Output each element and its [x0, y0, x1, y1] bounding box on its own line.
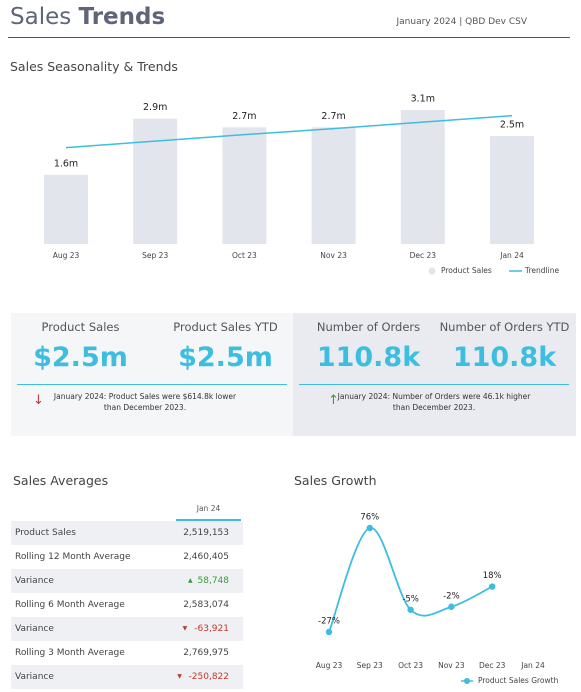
bar-label: 3.1m: [411, 94, 435, 105]
kpi-panel: [293, 313, 576, 436]
kpi-panel: [11, 313, 293, 436]
row-value: 2,769,975: [183, 648, 229, 658]
kpi-note: January 2024: Number of Orders were 46.1…: [337, 392, 531, 412]
bar: [490, 135, 534, 244]
kpi-rule: [17, 384, 287, 385]
bar-label: 1.6m: [54, 158, 78, 169]
column-rule: [176, 519, 241, 521]
bar-label: 2.7m: [321, 111, 345, 122]
title-light: Sales: [10, 4, 72, 30]
x-tick-label: Jan 24: [499, 251, 524, 260]
trendline: [65, 114, 513, 149]
section-title: Sales Seasonality & Trends: [10, 59, 178, 74]
x-tick-label: Sep 23: [142, 251, 168, 260]
table-row: Rolling 6 Month Average 2,583,074: [11, 593, 243, 617]
bar-label: 2.9m: [143, 102, 167, 113]
kpi-note: January 2024: Product Sales were $614.8k…: [53, 392, 237, 412]
bar: [311, 127, 356, 244]
kpi-label: Product Sales: [41, 320, 120, 334]
x-tick-label: Aug 23: [53, 251, 80, 260]
row-value: 2,583,074: [183, 600, 229, 610]
row-label: Variance: [15, 624, 54, 634]
row-label: Rolling 12 Month Average: [15, 552, 131, 562]
point-label: -5%: [402, 594, 419, 604]
point-label: -27%: [318, 617, 340, 627]
legend-swatch: [428, 267, 436, 275]
point-label: -2%: [443, 591, 460, 601]
down-arrow: ↓: [33, 393, 44, 408]
variance-value: 58,748: [197, 576, 230, 586]
row-label: Rolling 3 Month Average: [15, 648, 125, 658]
row-label: Variance: [15, 672, 54, 682]
row-label: Variance: [15, 576, 54, 586]
x-tick-label: Dec 23: [479, 661, 506, 670]
row-value: 2,519,153: [183, 528, 229, 538]
header-rule: [8, 37, 570, 38]
bar: [400, 110, 445, 244]
page-title: Sales Trends: [10, 4, 165, 30]
x-tick-label: Jan 24: [520, 661, 545, 670]
x-tick-label: Dec 23: [410, 251, 437, 260]
bar: [222, 127, 267, 244]
point: [325, 628, 333, 636]
x-tick-label: Oct 23: [398, 661, 423, 670]
kpi-rule: [299, 384, 569, 385]
row-label: Rolling 6 Month Average: [15, 600, 125, 610]
kpi-value: 110.8k: [316, 342, 421, 373]
bar-label: 2.5m: [500, 119, 524, 130]
x-tick-label: Aug 23: [316, 661, 343, 670]
title-bold: Trends: [78, 4, 166, 30]
kpi-label: Number of Orders YTD: [439, 320, 570, 334]
point: [489, 583, 496, 590]
table-row: Rolling 12 Month Average 2,460,405: [11, 545, 243, 569]
point: [366, 524, 373, 532]
down-arrow: ▼: [177, 673, 182, 680]
growth-line: [328, 527, 493, 633]
variance-value: -63,921: [194, 624, 229, 634]
x-tick-label: Nov 23: [320, 251, 347, 260]
row-value: 2,460,405: [183, 552, 229, 562]
point: [448, 603, 455, 610]
bar: [133, 118, 178, 244]
point: [407, 606, 414, 613]
table-row: Variance ▼ -250,822: [11, 665, 243, 689]
table-row: Product Sales 2,519,153: [11, 521, 243, 545]
point-label: 76%: [360, 513, 379, 523]
x-tick-label: Oct 23: [232, 251, 257, 260]
up-arrow: ▲: [187, 577, 193, 584]
table-row: Rolling 3 Month Average 2,769,975: [11, 641, 243, 665]
x-tick-label: Nov 23: [438, 661, 465, 670]
section-title: Sales Growth: [294, 473, 377, 488]
kpi-value: $2.5m: [178, 342, 273, 373]
kpi-value: 110.8k: [452, 342, 557, 373]
bar-label: 2.7m: [232, 111, 256, 122]
subtitle: January 2024 | QBD Dev CSV: [396, 17, 528, 27]
x-tick-label: Sep 23: [357, 661, 383, 670]
down-arrow: ▼: [182, 625, 188, 632]
legend-label: Product Sales Growth: [478, 676, 559, 685]
kpi-label: Number of Orders: [316, 320, 421, 334]
kpi-label: Product Sales YTD: [173, 320, 278, 334]
legend-label: Product Sales: [441, 266, 492, 275]
table-row: Variance ▲ 58,748: [11, 569, 243, 593]
kpi-value: $2.5m: [33, 342, 128, 373]
legend-swatch: [464, 678, 470, 684]
bar: [44, 174, 88, 244]
table-row: Variance ▼ -63,921: [11, 617, 243, 641]
section-title: Sales Averages: [13, 473, 109, 488]
legend-label: Trendline: [524, 266, 559, 275]
variance-value: -250,822: [188, 672, 229, 682]
row-label: Product Sales: [15, 528, 76, 538]
column-header: Jan 24: [196, 504, 221, 513]
up-arrow: ↑: [328, 393, 339, 408]
point-label: 18%: [483, 571, 502, 581]
